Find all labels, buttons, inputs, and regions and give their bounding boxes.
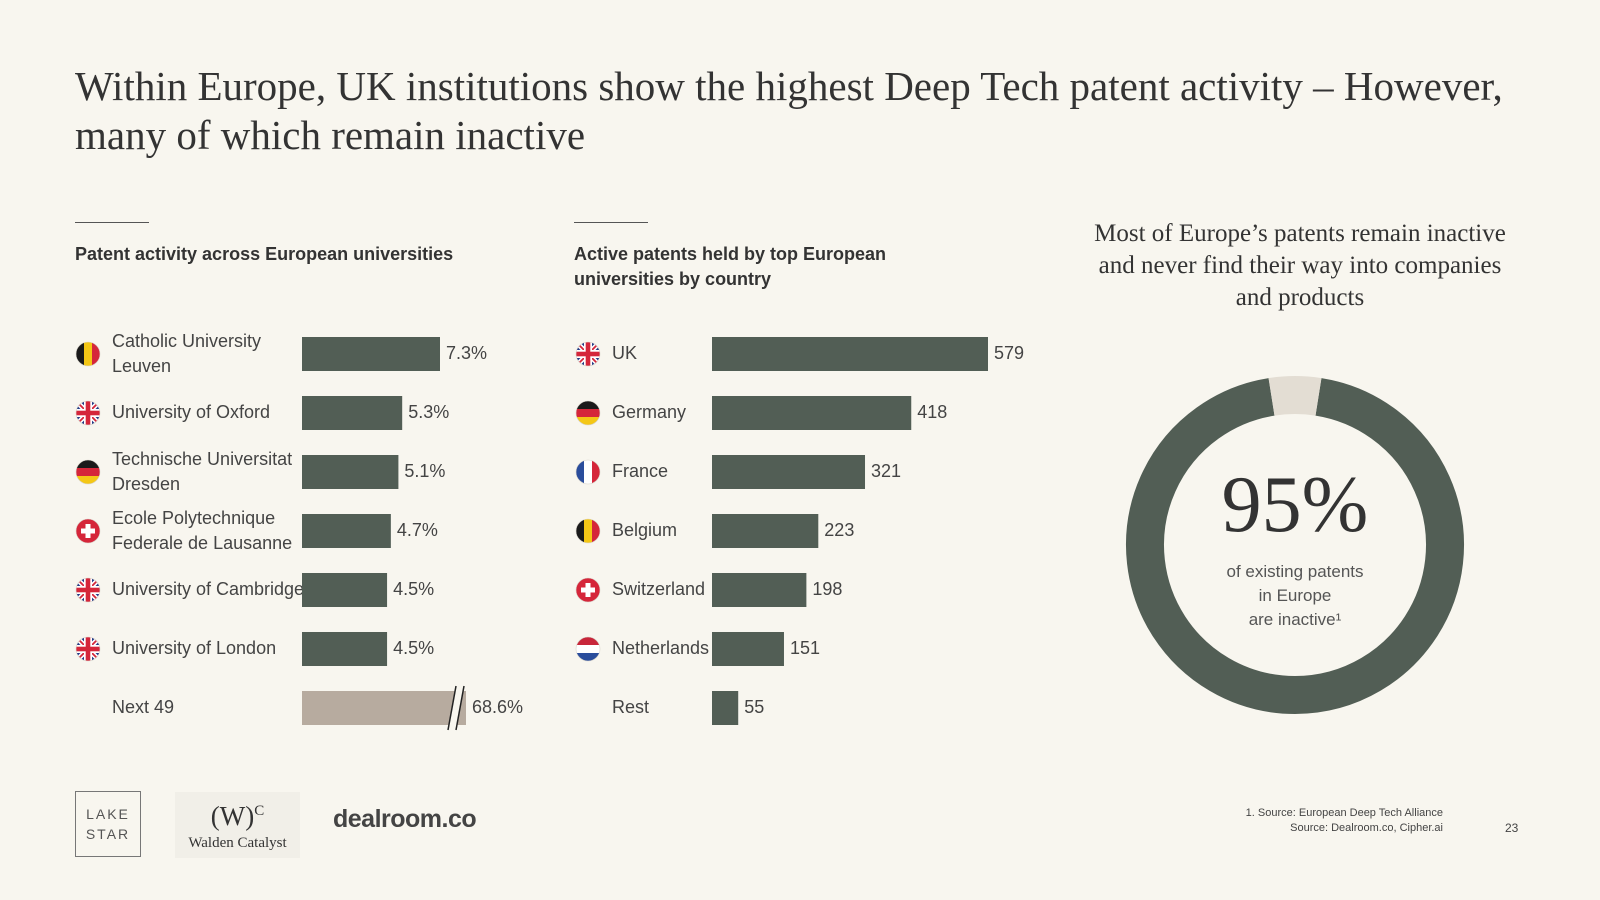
bar	[302, 337, 440, 371]
category-label: UK	[612, 343, 637, 363]
belgium-flag-icon	[575, 518, 601, 544]
bar	[302, 455, 399, 489]
walden-catalyst-name: Walden Catalyst	[188, 835, 287, 851]
donut-heading: Most of Europe’s patents remain inactive…	[1094, 220, 1506, 311]
donut-slice-active	[1268, 376, 1322, 416]
bar	[712, 632, 784, 666]
bar	[712, 691, 739, 725]
donut-caption-line: in Europe	[1258, 586, 1332, 605]
data-label: 151	[790, 638, 820, 658]
page-number: 23	[1505, 821, 1519, 835]
left-chart-title: Patent activity across European universi…	[75, 244, 454, 264]
middle-section-rule	[574, 222, 648, 223]
data-label: 321	[871, 461, 901, 481]
bar	[712, 573, 807, 607]
bar	[302, 691, 466, 725]
data-label: 418	[917, 402, 947, 422]
category-label: Germany	[612, 402, 686, 422]
germany-flag-icon	[575, 400, 601, 426]
data-label: 5.3%	[408, 402, 449, 422]
bar	[302, 573, 388, 607]
bar	[302, 396, 403, 430]
walden-catalyst-mark: (W)C	[175, 794, 300, 833]
switzerland-flag-icon	[575, 577, 601, 603]
data-label: 198	[812, 579, 842, 599]
walden-mark-text: (W)	[210, 801, 255, 831]
category-label: University of London	[112, 638, 276, 658]
uk-flag-icon	[75, 636, 101, 662]
data-label: 579	[994, 343, 1024, 363]
data-label: 223	[824, 520, 854, 540]
category-label: Belgium	[612, 520, 677, 540]
page-title: Within Europe, UK institutions show the …	[75, 63, 1503, 158]
middle-chart-title: Active patents held by top European univ…	[574, 244, 887, 289]
category-label: Ecole Polytechnique Federale de Lausanne	[112, 508, 292, 553]
data-label: 55	[744, 697, 764, 717]
netherlands-flag-icon	[575, 636, 601, 662]
footnote-source: Source: Dealroom.co, Cipher.ai	[1290, 822, 1443, 834]
bar	[712, 337, 988, 371]
lakestar-logo-text: LAKE	[86, 806, 130, 822]
footnotes: 1. Source: European Deep Tech Alliance S…	[1180, 806, 1443, 836]
category-label: Switzerland	[612, 579, 705, 599]
dealroom-logo: dealroom.co	[333, 805, 477, 833]
uk-flag-icon	[575, 341, 601, 367]
university-patent-bar-chart: Catholic University Leuven 7.3% University …	[75, 331, 523, 731]
category-label: Catholic University Leuven	[112, 331, 261, 376]
germany-flag-icon	[75, 459, 101, 485]
uk-flag-icon	[75, 400, 101, 426]
data-label: 4.7%	[397, 520, 438, 540]
data-label: 4.5%	[393, 579, 434, 599]
axis-break-marker	[447, 685, 465, 731]
walden-catalyst-logo: (W)C Walden Catalyst	[175, 792, 300, 858]
data-label: 7.3%	[446, 343, 487, 363]
category-label: Technische Universitat Dresden	[112, 449, 292, 494]
bar	[302, 514, 391, 548]
footnote-1: 1. Source: European Deep Tech Alliance	[1245, 807, 1443, 819]
walden-mark-sup: C	[254, 803, 265, 819]
france-flag-icon	[575, 459, 601, 485]
category-label: University of Oxford	[112, 402, 270, 422]
uk-flag-icon	[75, 577, 101, 603]
belgium-flag-icon	[75, 341, 101, 367]
data-label: 4.5%	[393, 638, 434, 658]
lakestar-logo: LAKE STAR	[75, 791, 141, 857]
category-label: Next 49	[112, 697, 174, 717]
donut-caption-line: of existing patents	[1226, 562, 1364, 581]
country-patent-bar-chart: UK 579 Germany 418 France 321 Belgium 223 Switze…	[575, 337, 1024, 725]
category-label: University of Cambridge	[112, 579, 304, 599]
left-section-rule	[75, 222, 149, 223]
switzerland-flag-icon	[75, 518, 101, 544]
donut-caption-line: are inactive¹	[1248, 610, 1342, 629]
bar	[712, 455, 866, 489]
donut-slice-inactive	[1126, 378, 1464, 714]
category-label: Netherlands	[612, 638, 709, 658]
donut-center-value: 95%	[1221, 461, 1369, 549]
bar	[712, 396, 912, 430]
lakestar-logo-text: STAR	[85, 826, 131, 842]
bar	[302, 632, 388, 666]
bar	[712, 514, 819, 548]
donut-center-caption: of existing patents in Europe are inacti…	[1195, 560, 1395, 632]
data-label: 68.6%	[472, 697, 523, 717]
inactive-patents-donut-chart	[1126, 376, 1464, 714]
category-label: Rest	[612, 697, 649, 717]
category-label: France	[612, 461, 668, 481]
data-label: 5.1%	[404, 461, 445, 481]
